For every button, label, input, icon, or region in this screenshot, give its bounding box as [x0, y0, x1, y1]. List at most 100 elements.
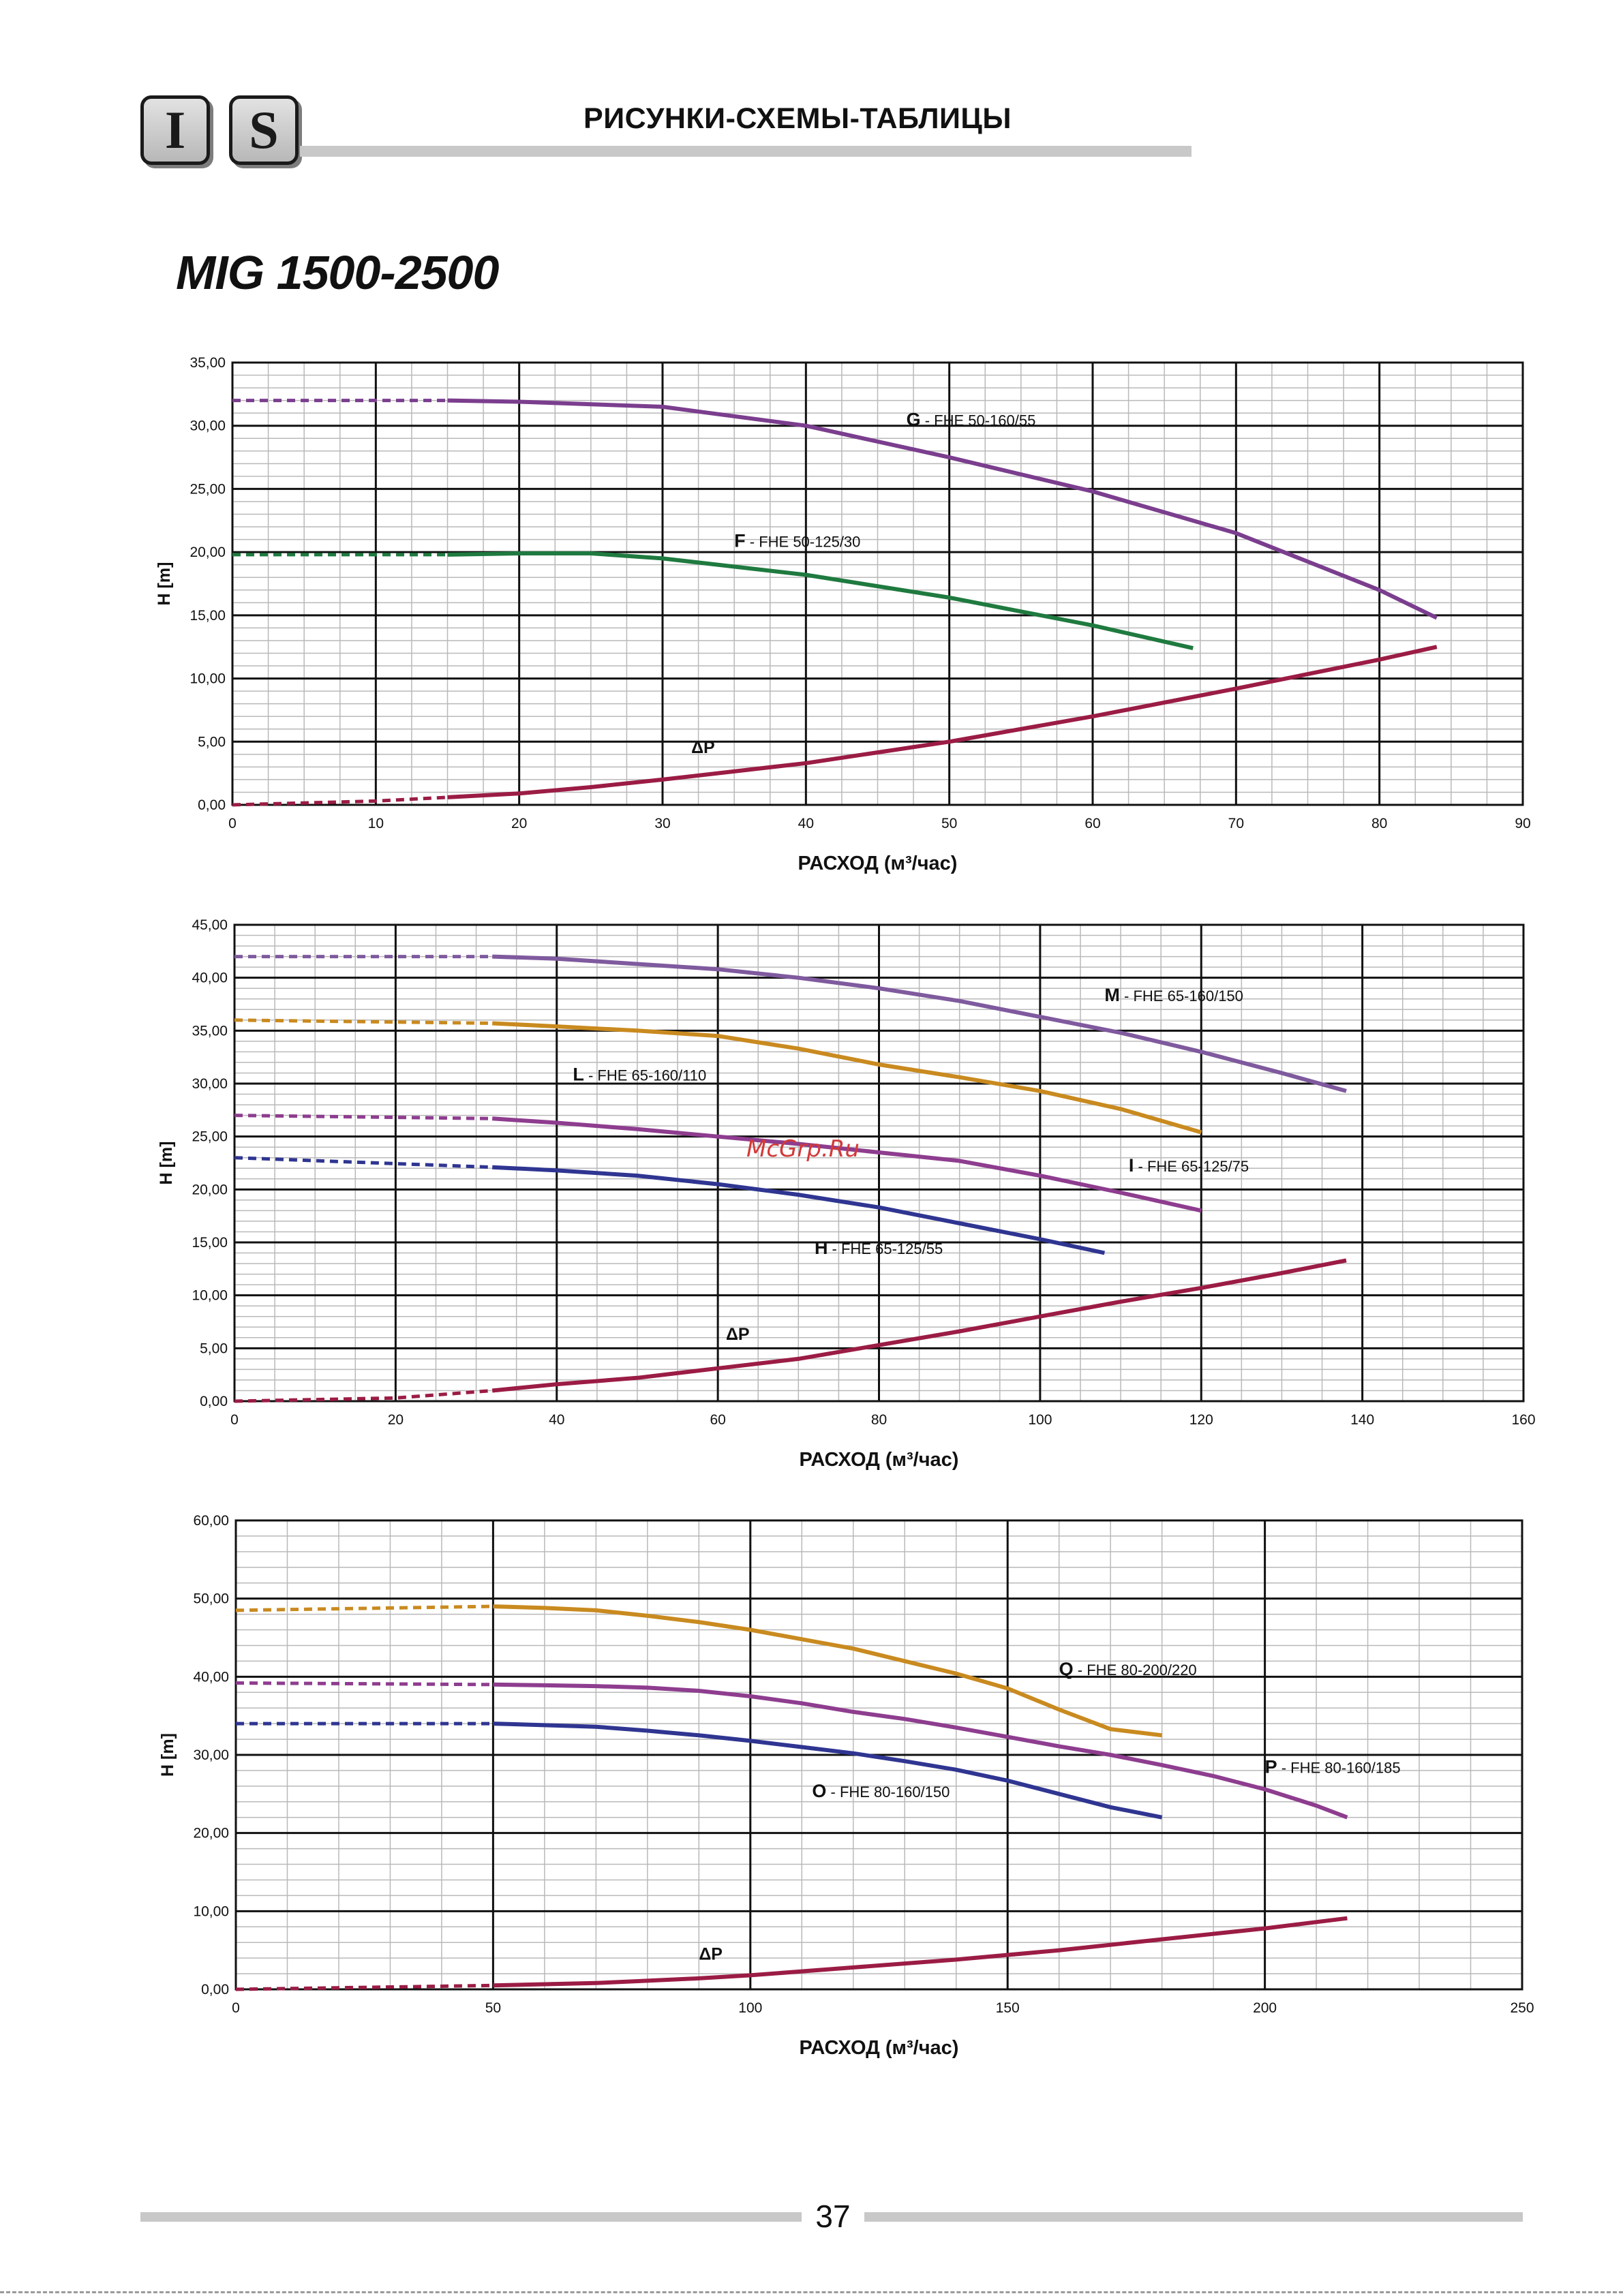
series-label-dP: ΔP — [726, 1325, 750, 1344]
x-tick-label: 80 — [871, 1412, 887, 1428]
y-tick-label: 30,00 — [189, 418, 226, 434]
series-line-Q — [493, 1604, 1162, 1738]
series-line-dP — [447, 645, 1438, 799]
x-axis-label: РАСХОД (м³/час) — [798, 853, 958, 874]
series-label-text: - FHE 65-160/110 — [584, 1067, 706, 1084]
series-line-dashed-dP — [232, 795, 448, 807]
x-tick-label: 20 — [511, 816, 527, 831]
series-label-letter: P — [1265, 1756, 1277, 1777]
series-label-letter: H — [815, 1238, 828, 1258]
chart-middle: 0 20 40 60 80 100 120 140 160 0,00 5,00 10,00 15,00 2… — [157, 917, 1536, 1471]
series-label-dP: ΔP — [699, 1944, 723, 1963]
y-tick-label: 30,00 — [193, 1747, 229, 1763]
y-axis-label: H [m] — [157, 1142, 176, 1185]
y-tick-label: 0,00 — [198, 797, 226, 813]
y-tick-label: 10,00 — [192, 1288, 228, 1304]
y-tick-label: 50,00 — [193, 1591, 229, 1607]
series-line-dP — [493, 1916, 1348, 1988]
series-label-letter: O — [812, 1781, 826, 1801]
plot-frame — [234, 1519, 1523, 1991]
y-tick-label: 15,00 — [192, 1235, 228, 1251]
series-line-dashed-P — [235, 1681, 494, 1687]
y-tick-label: 40,00 — [193, 1669, 229, 1685]
y-tick-label: 25,00 — [189, 481, 226, 497]
plot-frame — [233, 923, 1525, 1403]
series-label-L: L - FHE 65-160/110 — [573, 1064, 706, 1084]
x-tick-label: 0 — [228, 816, 237, 831]
x-tick-label: 10 — [368, 816, 384, 831]
series-line-I — [492, 1116, 1202, 1213]
logo-i: I — [140, 95, 210, 165]
series-label-text: - FHE 80-200/220 — [1074, 1662, 1197, 1679]
x-tick-label: 40 — [798, 816, 814, 831]
y-tick-label: 5,00 — [200, 1341, 228, 1356]
series-line-dashed-H — [234, 1156, 493, 1169]
chart-bottom: 0 50 100 150 200 250 0,00 10,00 20,00 30,00 40,00 5… — [158, 1513, 1534, 2059]
y-tick-label: 20,00 — [189, 545, 226, 560]
x-tick-label: 90 — [1515, 816, 1530, 831]
y-tick-label: 20,00 — [193, 1826, 229, 1841]
series-label-text: - FHE 80-160/150 — [826, 1784, 950, 1801]
series-label-letter: L — [573, 1064, 584, 1084]
series-label-text: - FHE 50-160/55 — [921, 412, 1036, 429]
series-label-P: P - FHE 80-160/185 — [1265, 1756, 1401, 1777]
series-line-dP — [491, 1258, 1347, 1393]
y-tick-label: 45,00 — [192, 917, 228, 933]
y-tick-label: 25,00 — [192, 1129, 228, 1145]
x-tick-label: 30 — [654, 816, 670, 831]
x-tick-label: 120 — [1189, 1412, 1213, 1428]
x-tick-label: 70 — [1228, 816, 1244, 831]
series-label-letter: I — [1129, 1155, 1134, 1176]
x-tick-label: 160 — [1511, 1412, 1535, 1428]
series-label-O: O - FHE 80-160/150 — [812, 1781, 950, 1801]
y-tick-label: 0,00 — [200, 1394, 228, 1409]
y-axis-label: H [m] — [158, 1733, 177, 1777]
y-axis-label: H [m] — [155, 562, 174, 606]
series-line-O — [493, 1721, 1163, 1820]
series-label-Q: Q - FHE 80-200/220 — [1059, 1659, 1197, 1679]
series-line-dashed-dP — [235, 1983, 494, 1991]
series-line-H — [492, 1165, 1106, 1255]
page-title: MIG 1500-2500 — [176, 246, 499, 299]
x-tick-label: 0 — [232, 2000, 240, 2016]
series-label-I: I - FHE 65-125/75 — [1129, 1155, 1249, 1176]
footer-bar-left — [140, 2212, 802, 2222]
x-tick-label: 40 — [549, 1412, 564, 1428]
series-line-dashed-Q — [235, 1604, 494, 1612]
header-bar — [300, 146, 1192, 157]
x-tick-label: 80 — [1371, 816, 1387, 831]
series-line-dashed-L — [234, 1018, 493, 1025]
x-tick-label: 50 — [485, 2000, 501, 2016]
x-axis-label: РАСХОД (м³/час) — [800, 1449, 959, 1471]
y-tick-label: 10,00 — [193, 1903, 229, 1919]
series-label-M: M - FHE 65-160/150 — [1104, 985, 1243, 1005]
page-number: 37 — [815, 2199, 851, 2234]
y-tick-label: 40,00 — [192, 970, 228, 986]
series-label-letter: M — [1104, 985, 1120, 1005]
series-label-text: ΔP — [699, 1944, 723, 1963]
x-tick-label: 100 — [1028, 1412, 1052, 1428]
y-tick-label: 35,00 — [189, 355, 226, 371]
series-line-P — [493, 1682, 1348, 1820]
series-label-text: - FHE 65-125/75 — [1134, 1158, 1249, 1175]
plot-frame — [231, 361, 1524, 806]
series-line-dashed-dP — [234, 1389, 493, 1403]
y-tick-label: 60,00 — [193, 1513, 229, 1529]
footer-bar-right — [864, 2212, 1523, 2222]
x-tick-label: 20 — [388, 1412, 404, 1428]
x-axis-label: РАСХОД (м³/час) — [800, 2037, 959, 2059]
series-label-text: ΔP — [726, 1325, 750, 1344]
series-line-F — [447, 551, 1194, 651]
series-line-dashed-I — [234, 1114, 493, 1120]
series-label-letter: G — [907, 410, 921, 430]
bottom-rule — [0, 2291, 1623, 2293]
y-tick-label: 30,00 — [192, 1076, 228, 1092]
series-label-letter: F — [734, 531, 746, 551]
watermark-text: McGrp.Ru — [746, 1135, 860, 1163]
x-tick-label: 200 — [1253, 2000, 1277, 2016]
x-tick-label: 60 — [1084, 816, 1100, 831]
y-tick-label: 5,00 — [198, 734, 226, 750]
series-label-F: F - FHE 50-125/30 — [734, 531, 860, 551]
x-tick-label: 150 — [996, 2000, 1020, 2016]
series-line-L — [492, 1021, 1202, 1135]
